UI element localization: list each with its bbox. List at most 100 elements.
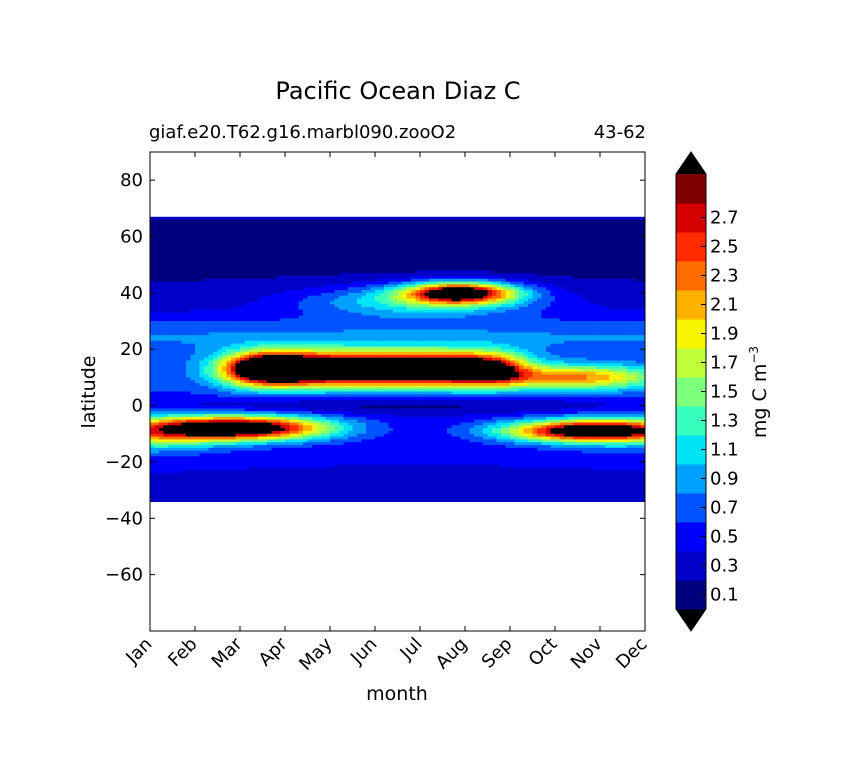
contour-cell xyxy=(384,315,390,319)
contour-cell xyxy=(586,264,592,269)
contour-cell xyxy=(483,278,489,283)
contour-cell xyxy=(523,298,529,302)
contour-cell xyxy=(298,253,304,257)
contour-cell xyxy=(618,228,624,232)
contour-cell xyxy=(582,222,588,226)
contour-cell xyxy=(573,312,579,317)
contour-cell xyxy=(532,228,538,232)
contour-cell xyxy=(393,281,399,286)
contour-cell xyxy=(262,306,268,311)
contour-cell xyxy=(478,318,484,322)
contour-cell xyxy=(312,233,318,238)
contour-cell xyxy=(447,261,453,266)
contour-cell xyxy=(181,301,187,305)
contour-cell xyxy=(163,326,169,331)
contour-cell xyxy=(195,244,201,249)
contour-cell xyxy=(555,318,561,322)
contour-cell xyxy=(352,335,358,339)
contour-cell xyxy=(460,239,466,243)
contour-cell xyxy=(447,326,453,331)
contour-cell xyxy=(487,287,493,291)
contour-cell xyxy=(181,326,187,331)
contour-cell xyxy=(568,284,574,288)
contour-cell xyxy=(420,340,426,345)
contour-cell xyxy=(199,321,205,325)
contour-cell xyxy=(262,233,268,238)
contour-cell xyxy=(456,321,462,325)
contour-cell xyxy=(280,309,286,314)
contour-cell xyxy=(361,332,367,336)
contour-cell xyxy=(523,253,529,257)
contour-cell xyxy=(442,335,448,339)
contour-cell xyxy=(384,321,390,325)
contour-cell xyxy=(397,273,403,277)
contour-cell xyxy=(627,278,633,283)
contour-cell xyxy=(294,315,300,319)
contour-cell xyxy=(492,295,498,300)
contour-cell xyxy=(568,267,574,271)
contour-cell xyxy=(316,340,322,345)
contour-cell xyxy=(366,284,372,288)
contour-cell xyxy=(451,284,457,288)
contour-cell xyxy=(307,312,313,317)
contour-cell xyxy=(555,298,561,302)
contour-cell xyxy=(613,225,619,229)
contour-cell xyxy=(465,244,471,249)
contour-cell xyxy=(631,242,637,246)
contour-cell xyxy=(478,309,484,314)
contour-cell xyxy=(177,329,183,333)
contour-cell xyxy=(213,256,219,260)
contour-cell xyxy=(258,273,264,277)
contour-cell xyxy=(559,323,565,328)
contour-cell xyxy=(546,230,552,235)
contour-cell xyxy=(285,273,291,277)
contour-cell xyxy=(505,270,511,274)
contour-cell xyxy=(537,259,543,263)
contour-cell xyxy=(190,225,196,229)
contour-cell xyxy=(330,267,336,271)
contour-cell xyxy=(379,337,385,342)
contour-cell xyxy=(447,222,453,226)
contour-cell xyxy=(294,273,300,277)
contour-cell xyxy=(469,340,475,345)
contour-cell xyxy=(249,275,255,280)
contour-cell xyxy=(613,295,619,300)
contour-cell xyxy=(208,312,214,317)
contour-cell xyxy=(456,278,462,283)
contour-cell xyxy=(154,250,160,255)
contour-cell xyxy=(577,253,583,257)
contour-cell xyxy=(532,298,538,302)
contour-cell xyxy=(541,292,547,297)
contour-cell xyxy=(294,312,300,317)
contour-cell xyxy=(325,318,331,322)
contour-cell xyxy=(438,239,444,243)
contour-cell xyxy=(586,304,592,308)
contour-cell xyxy=(528,270,534,274)
contour-cell xyxy=(402,326,408,331)
contour-cell xyxy=(384,275,390,280)
contour-cell xyxy=(438,284,444,288)
contour-cell xyxy=(456,292,462,297)
contour-cell xyxy=(411,216,417,221)
contour-cell xyxy=(483,321,489,325)
contour-cell xyxy=(541,281,547,286)
contour-cell xyxy=(622,259,628,263)
contour-cell xyxy=(199,233,205,238)
contour-cell xyxy=(402,242,408,246)
contour-cell xyxy=(474,261,480,266)
contour-cell xyxy=(361,290,367,294)
contour-cell xyxy=(253,295,259,300)
contour-cell xyxy=(177,273,183,277)
contour-cell xyxy=(321,301,327,305)
contour-cell xyxy=(289,318,295,322)
contour-cell xyxy=(150,267,156,271)
contour-cell xyxy=(595,230,601,235)
contour-cell xyxy=(595,290,601,294)
contour-cell xyxy=(366,270,372,274)
contour-cell xyxy=(343,250,349,255)
contour-cell xyxy=(244,264,250,269)
contour-cell xyxy=(289,304,295,308)
contour-cell xyxy=(379,256,385,260)
contour-cell xyxy=(303,219,309,224)
contour-cell xyxy=(276,309,282,314)
